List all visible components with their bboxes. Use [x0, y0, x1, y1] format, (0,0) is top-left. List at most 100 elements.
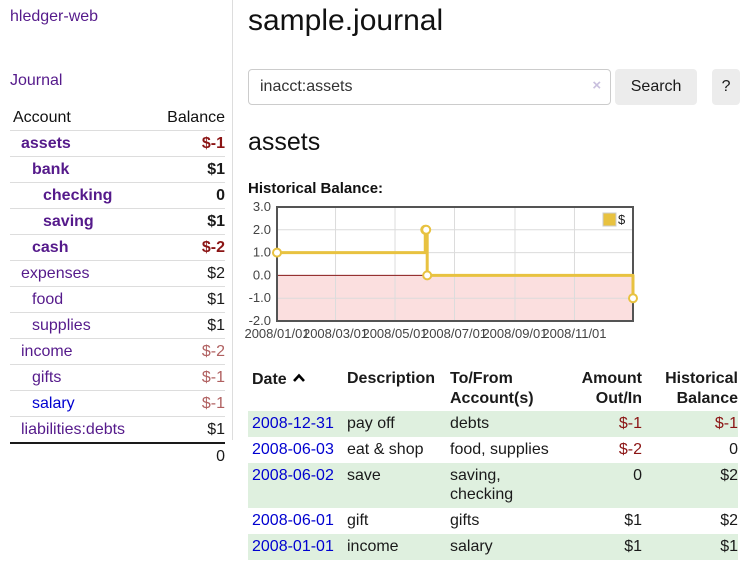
register-accounts-cell: debts	[450, 415, 490, 432]
account-name-cell: salary	[10, 391, 160, 417]
accounts-total-value: 0	[216, 448, 225, 465]
search-button[interactable]: Search	[615, 69, 698, 105]
account-name-cell: food	[10, 287, 160, 313]
account-link-income[interactable]: income	[21, 343, 73, 360]
search-input[interactable]	[248, 69, 612, 105]
account-link-checking[interactable]: checking	[43, 187, 113, 204]
transaction-date-link[interactable]: 2008-06-02	[252, 467, 334, 484]
svg-text:1.0: 1.0	[253, 245, 271, 260]
svg-text:2.0: 2.0	[253, 222, 271, 237]
register-date-cell: 2008-01-01	[248, 534, 347, 560]
svg-text:2008/05/01: 2008/05/01	[362, 326, 427, 341]
transaction-date-link[interactable]: 2008-06-01	[252, 512, 334, 529]
register-header-balance: Historical Balance	[665, 370, 738, 407]
account-row: income $-2	[10, 338, 225, 365]
account-name-cell: assets	[10, 131, 160, 157]
account-link-expenses[interactable]: expenses	[21, 265, 90, 282]
svg-text:3.0: 3.0	[253, 199, 271, 214]
account-balance: $1	[207, 317, 225, 334]
transaction-date-link[interactable]: 2008-06-03	[252, 441, 334, 458]
register-date-cell: 2008-06-03	[248, 437, 347, 463]
register-description-cell: gift	[347, 512, 369, 529]
account-row: liabilities:debts $1	[10, 416, 225, 444]
register-header-date-label: Date	[252, 371, 287, 388]
sort-ascending-icon	[292, 369, 306, 389]
account-row: saving $1	[10, 208, 225, 235]
sidebar-item-journal[interactable]: Journal	[10, 72, 63, 89]
account-link-cash[interactable]: cash	[32, 239, 69, 256]
register-amount-cell: $-2	[618, 441, 642, 458]
account-name-cell: gifts	[10, 365, 160, 391]
register-date-cell: 2008-06-01	[248, 508, 347, 534]
account-row: cash $-2	[10, 234, 225, 261]
register-tbody: 2008-12-31 pay off debts $-1 $-1 2008-06-03 ea…	[248, 411, 738, 560]
accounts-total-row: 0	[10, 443, 225, 469]
accounts-header-balance: Balance	[167, 109, 225, 126]
account-link-bank[interactable]: bank	[32, 161, 70, 178]
account-balance: $-2	[201, 239, 225, 256]
clear-search-icon[interactable]: ×	[592, 77, 602, 94]
register-table: Date Description To/From Account(s) Amou…	[248, 367, 738, 560]
app-brand-link[interactable]: hledger-web	[10, 8, 99, 25]
register-balance-cell: $1	[720, 538, 738, 555]
account-link-saving[interactable]: saving	[43, 213, 94, 230]
transaction-date-link[interactable]: 2008-01-01	[252, 538, 334, 555]
register-header-date[interactable]: Date	[248, 367, 347, 411]
search-bar: × Search ?	[248, 69, 740, 105]
register-balance-cell: $2	[720, 512, 738, 529]
chart-heading: Historical Balance:	[248, 180, 384, 197]
account-link-salary[interactable]: salary	[32, 395, 75, 412]
register-accounts-cell: salary	[450, 538, 493, 555]
account-row: checking 0	[10, 182, 225, 209]
account-row: food $1	[10, 286, 225, 313]
account-balance: 0	[216, 187, 225, 204]
register-accounts-cell: gifts	[450, 512, 480, 529]
register-header-accounts: To/From Account(s)	[450, 370, 534, 407]
svg-text:2008/07/01: 2008/07/01	[422, 326, 487, 341]
help-button[interactable]: ?	[712, 69, 740, 105]
register-amount-cell: $1	[624, 538, 642, 555]
main-content: sample.journal × Search ? assets Histori…	[244, 0, 740, 560]
transaction-date-link[interactable]: 2008-12-31	[252, 415, 334, 432]
register-balance-cell: $2	[720, 467, 738, 484]
register-amount-cell: $-1	[618, 415, 642, 432]
svg-text:2008/11/01: 2008/11/01	[542, 326, 606, 341]
register-accounts-cell: food, supplies	[450, 441, 549, 458]
account-link-food[interactable]: food	[32, 291, 64, 308]
account-link-liabilities-debts[interactable]: liabilities:debts	[21, 421, 126, 438]
svg-text:2008/01/01: 2008/01/01	[244, 326, 309, 341]
register-description-cell: income	[347, 538, 399, 555]
account-row: bank $1	[10, 156, 225, 183]
register-balance-cell: 0	[729, 441, 738, 458]
register-date-cell: 2008-12-31	[248, 411, 347, 437]
account-balance: $-1	[201, 369, 225, 386]
account-name-cell: liabilities:debts	[10, 417, 160, 444]
svg-text:-1.0: -1.0	[249, 290, 271, 305]
account-row: salary $-1	[10, 390, 225, 417]
svg-text:2008/03/01: 2008/03/01	[303, 326, 368, 341]
register-amount-cell: $1	[624, 512, 642, 529]
register-row: 2008-06-03 eat & shop food, supplies $-2 0	[248, 437, 738, 463]
svg-text:$: $	[618, 212, 626, 227]
register-amount-cell: 0	[633, 467, 642, 484]
account-row: gifts $-1	[10, 364, 225, 391]
account-balance: $1	[207, 291, 225, 308]
register-balance-cell: $-1	[714, 415, 738, 432]
account-name-cell: cash	[10, 235, 160, 261]
account-link-gifts[interactable]: gifts	[32, 369, 62, 386]
account-link-assets[interactable]: assets	[21, 135, 71, 152]
svg-text:-2.0: -2.0	[249, 313, 271, 328]
accounts-tbody: assets $-1 bank $1 checking 0 saving $1 cash $-2 e…	[10, 130, 225, 444]
register-description-cell: eat & shop	[347, 441, 424, 458]
accounts-header-row: Account Balance	[10, 105, 225, 131]
register-row: 2008-06-02 save saving, checking 0 $2	[248, 463, 738, 508]
account-link-supplies[interactable]: supplies	[32, 317, 91, 334]
register-header-row: Date Description To/From Account(s) Amou…	[248, 367, 738, 411]
register-row: 2008-12-31 pay off debts $-1 $-1	[248, 411, 738, 437]
account-balance: $1	[207, 213, 225, 230]
account-balance: $-1	[201, 135, 225, 152]
account-balance: $1	[207, 161, 225, 178]
account-row: expenses $2	[10, 260, 225, 287]
register-description-cell: save	[347, 467, 381, 484]
search-input-wrap: ×	[248, 69, 612, 105]
